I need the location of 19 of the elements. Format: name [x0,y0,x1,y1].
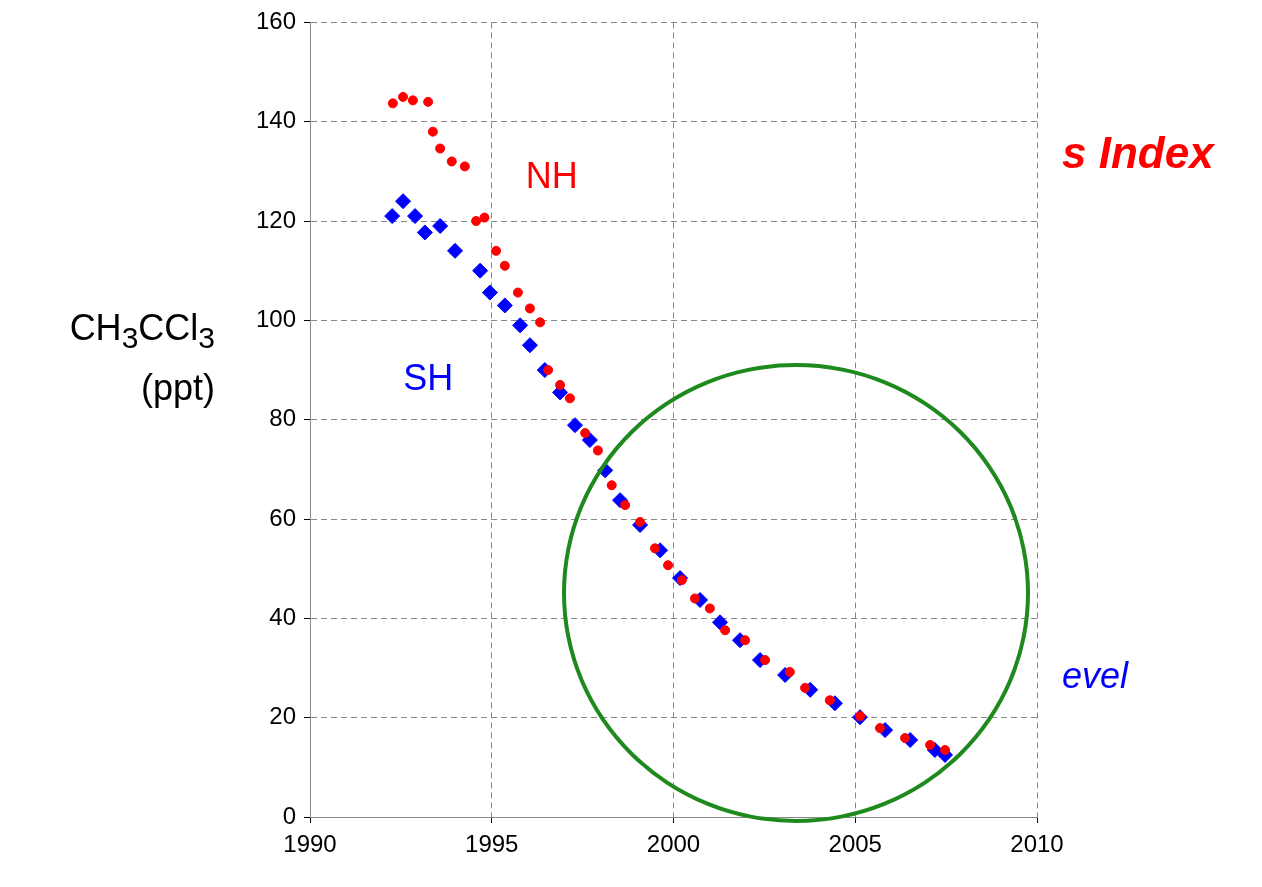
y-tick-label: 80 [269,404,296,432]
y-tick-label: 20 [269,702,296,730]
y-tick-label: 100 [255,305,296,332]
x-tick-label: 2010 [1010,830,1064,858]
y-tick-label: 120 [255,205,296,233]
y-axis-title: CH$_{3}$CCl$_{3}$ (ppt) [68,306,215,411]
y-tick-label: 160 [255,7,296,35]
x-tick-label: 1995 [465,830,519,858]
series-label: SH [403,356,454,398]
x-tick-label: 2005 [828,830,882,858]
text: s Index [1062,128,1214,178]
text: evel [1062,655,1129,697]
y-tick-label: 60 [269,503,296,531]
y-tick-label: 140 [255,106,296,134]
x-tick-label: 1990 [283,830,337,858]
x-tick-label: 2000 [646,830,701,858]
y-tick-label: 0 [282,801,296,829]
series-label: NH [525,155,578,197]
y-tick-label: 40 [269,602,296,630]
